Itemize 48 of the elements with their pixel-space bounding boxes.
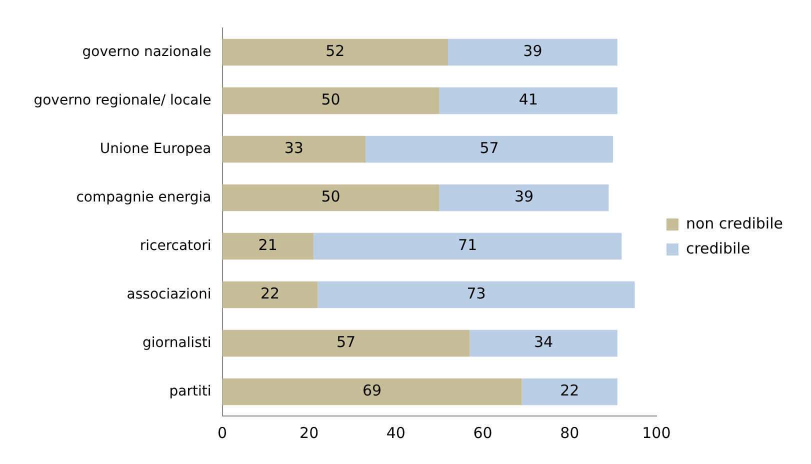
bar bbox=[222, 38, 448, 66]
data-label: 57 bbox=[336, 333, 356, 352]
data-label: 39 bbox=[514, 188, 534, 206]
x-tick-label: 20 bbox=[300, 424, 319, 442]
bar bbox=[222, 281, 318, 308]
y-tick-label: partiti bbox=[169, 383, 212, 400]
y-tick-label: ricercatori bbox=[140, 238, 212, 254]
data-label: 71 bbox=[458, 236, 478, 254]
y-tick-label: governo regionale/ locale bbox=[34, 92, 212, 108]
data-label: 39 bbox=[523, 42, 542, 60]
legend-label: non credibile bbox=[686, 214, 783, 232]
bar bbox=[448, 38, 618, 66]
bar bbox=[313, 232, 622, 260]
y-tick-label: compagnie energia bbox=[76, 189, 212, 206]
bar bbox=[318, 281, 635, 308]
bar bbox=[222, 136, 366, 163]
x-tick-label: 40 bbox=[386, 424, 406, 442]
bar bbox=[470, 330, 618, 357]
data-label: 50 bbox=[321, 90, 340, 109]
bar bbox=[439, 184, 609, 212]
data-label: 52 bbox=[326, 42, 345, 60]
x-tick-label: 0 bbox=[217, 424, 228, 442]
x-tick-label: 80 bbox=[560, 424, 580, 442]
bar bbox=[222, 330, 470, 357]
legend-label: credibile bbox=[686, 239, 750, 258]
y-tick-label: associazioni bbox=[126, 286, 212, 302]
bar bbox=[522, 378, 618, 406]
data-label: 57 bbox=[480, 139, 499, 158]
data-label: 69 bbox=[362, 382, 382, 400]
data-label: 21 bbox=[258, 236, 278, 254]
bar bbox=[222, 232, 314, 260]
data-label: 41 bbox=[518, 90, 538, 109]
bar bbox=[222, 184, 440, 212]
y-tick-label: Unione Europea bbox=[100, 140, 212, 157]
data-label: 50 bbox=[321, 188, 340, 206]
x-tick-label: 60 bbox=[473, 424, 492, 442]
data-label: 22 bbox=[260, 284, 280, 303]
y-tick-label: giornalisti bbox=[142, 334, 212, 351]
data-label: 33 bbox=[284, 139, 304, 158]
data-label: 22 bbox=[560, 382, 580, 400]
bar bbox=[439, 87, 618, 114]
bar bbox=[366, 136, 614, 163]
x-tick-label: 100 bbox=[642, 424, 671, 442]
data-label: 34 bbox=[534, 333, 554, 352]
bar bbox=[222, 378, 522, 406]
y-tick-label: governo nazionale bbox=[82, 44, 212, 60]
bar bbox=[222, 87, 440, 114]
data-label: 73 bbox=[466, 284, 486, 303]
